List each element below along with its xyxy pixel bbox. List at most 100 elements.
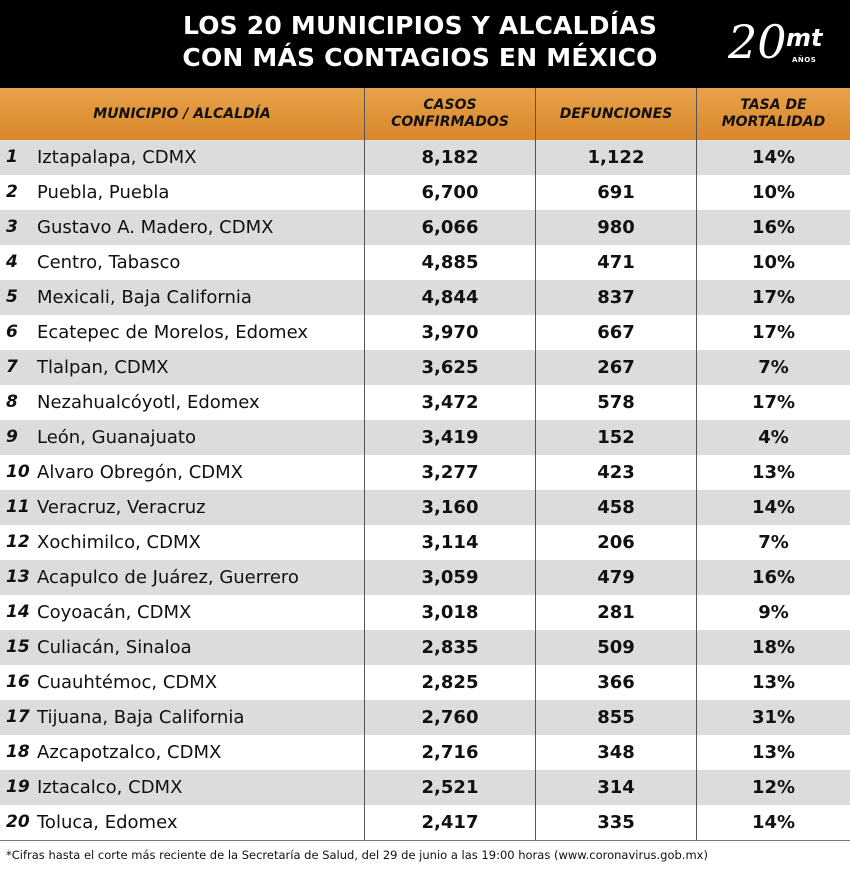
row-rank: 3 (6, 217, 18, 237)
row-municipio: Xochimilco, CDMX (37, 532, 201, 553)
row-casos: 8,182 (421, 147, 479, 168)
row-rank: 7 (6, 357, 18, 377)
title-line-2: CON MÁS CONTAGIOS EN MÉXICO (182, 43, 658, 72)
row-casos: 2,825 (421, 672, 479, 693)
row-rank: 11 (6, 497, 30, 517)
row-tasa: 12% (751, 777, 796, 798)
column-header-casos: CASOS CONFIRMADOS (365, 88, 535, 140)
row-municipio: Puebla, Puebla (37, 182, 170, 203)
row-municipio: Iztapalapa, CDMX (37, 147, 197, 168)
table-row: 1 Iztapalapa, CDMX 8,182 1,122 14% (0, 140, 850, 175)
row-rank: 14 (6, 602, 30, 622)
row-casos: 3,160 (421, 497, 479, 518)
row-defunciones: 281 (597, 602, 635, 623)
row-casos: 2,760 (421, 707, 479, 728)
row-casos: 3,277 (421, 462, 479, 483)
row-rank: 19 (6, 777, 30, 797)
row-tasa: 13% (751, 672, 796, 693)
row-municipio: Mexicali, Baja California (37, 287, 252, 308)
row-casos: 2,417 (421, 812, 479, 833)
table-row: 2 Puebla, Puebla 6,700 691 10% (0, 175, 850, 210)
column-header-defunciones-label: DEFUNCIONES (559, 105, 673, 122)
row-tasa: 14% (751, 812, 796, 833)
logo-sub: AÑOS (792, 56, 817, 64)
row-tasa: 7% (758, 357, 789, 378)
table-row: 15 Culiacán, Sinaloa 2,835 509 18% (0, 630, 850, 665)
row-casos: 4,844 (421, 287, 479, 308)
data-table-body: 1 Iztapalapa, CDMX 8,182 1,122 14% 2 Puebla, P… (0, 140, 850, 840)
row-municipio: Tijuana, Baja California (37, 707, 245, 728)
row-rank: 6 (6, 322, 18, 342)
column-header-defunciones: DEFUNCIONES (536, 88, 696, 140)
row-defunciones: 458 (597, 497, 635, 518)
row-municipio: Cuauhtémoc, CDMX (37, 672, 218, 693)
row-casos: 6,066 (421, 217, 479, 238)
table-row: 4 Centro, Tabasco 4,885 471 10% (0, 245, 850, 280)
row-municipio: León, Guanajuato (37, 427, 196, 448)
row-casos: 6,700 (421, 182, 479, 203)
row-casos: 3,018 (421, 602, 479, 623)
column-header-casos-line2: CONFIRMADOS (391, 114, 509, 130)
row-rank: 13 (6, 567, 30, 587)
row-casos: 4,885 (421, 252, 479, 273)
row-rank: 18 (6, 742, 30, 762)
row-defunciones: 509 (597, 637, 635, 658)
row-tasa: 13% (751, 742, 796, 763)
column-header-municipio-label: MUNICIPIO / ALCALDÍA (93, 105, 271, 122)
row-casos: 3,970 (421, 322, 479, 343)
table-row: 18 Azcapotzalco, CDMX 2,716 348 13% (0, 735, 850, 770)
table-row: 19 Iztacalco, CDMX 2,521 314 12% (0, 770, 850, 805)
row-tasa: 31% (751, 707, 796, 728)
column-header-tasa-line1: TASA DE (740, 97, 807, 113)
row-tasa: 4% (758, 427, 789, 448)
row-tasa: 17% (751, 392, 796, 413)
row-defunciones: 366 (597, 672, 635, 693)
row-defunciones: 855 (597, 707, 635, 728)
row-municipio: Toluca, Edomex (37, 812, 178, 833)
row-defunciones: 267 (597, 357, 635, 378)
row-rank: 16 (6, 672, 30, 692)
row-defunciones: 423 (597, 462, 635, 483)
row-municipio: Nezahualcóyotl, Edomex (37, 392, 260, 413)
row-rank: 9 (6, 427, 18, 447)
title-line-1: LOS 20 MUNICIPIOS Y ALCALDÍAS (182, 11, 658, 40)
row-rank: 17 (6, 707, 30, 727)
row-rank: 8 (6, 392, 18, 412)
row-tasa: 18% (751, 637, 796, 658)
row-municipio: Acapulco de Juárez, Guerrero (37, 567, 299, 588)
logo-number: 20 (728, 15, 787, 69)
row-casos: 2,716 (421, 742, 479, 763)
table-row: 6 Ecatepec de Morelos, Edomex 3,970 667 17% (0, 315, 850, 350)
row-rank: 5 (6, 287, 18, 307)
row-casos: 2,521 (421, 777, 479, 798)
row-defunciones: 837 (597, 287, 635, 308)
table-row: 12 Xochimilco, CDMX 3,114 206 7% (0, 525, 850, 560)
row-rank: 12 (6, 532, 30, 552)
table-row: 5 Mexicali, Baja California 4,844 837 17% (0, 280, 850, 315)
column-header-municipio: MUNICIPIO / ALCALDÍA (0, 88, 364, 140)
row-defunciones: 471 (597, 252, 635, 273)
table-row: 13 Acapulco de Juárez, Guerrero 3,059 479 16… (0, 560, 850, 595)
row-defunciones: 314 (597, 777, 635, 798)
row-defunciones: 980 (597, 217, 635, 238)
column-header-tasa: TASA DE MORTALIDAD (697, 88, 850, 140)
source-footnote: *Cifras hasta el corte más reciente de l… (6, 848, 708, 862)
row-defunciones: 206 (597, 532, 635, 553)
row-defunciones: 348 (597, 742, 635, 763)
row-casos: 3,419 (421, 427, 479, 448)
row-rank: 20 (6, 812, 30, 832)
row-municipio: Coyoacán, CDMX (37, 602, 192, 623)
row-casos: 3,625 (421, 357, 479, 378)
row-municipio: Ecatepec de Morelos, Edomex (37, 322, 308, 343)
table-row: 11 Veracruz, Veracruz 3,160 458 14% (0, 490, 850, 525)
row-rank: 1 (6, 147, 18, 167)
column-divider (696, 88, 697, 840)
row-defunciones: 691 (597, 182, 635, 203)
table-row: 3 Gustavo A. Madero, CDMX 6,066 980 16% (0, 210, 850, 245)
infographic-title: LOS 20 MUNICIPIOS Y ALCALDÍAS CON MÁS CO… (160, 10, 680, 74)
anniversary-logo: 20 mt AÑOS (728, 14, 828, 74)
row-casos: 3,114 (421, 532, 479, 553)
row-tasa: 16% (751, 567, 796, 588)
row-tasa: 16% (751, 217, 796, 238)
row-casos: 2,835 (421, 637, 479, 658)
